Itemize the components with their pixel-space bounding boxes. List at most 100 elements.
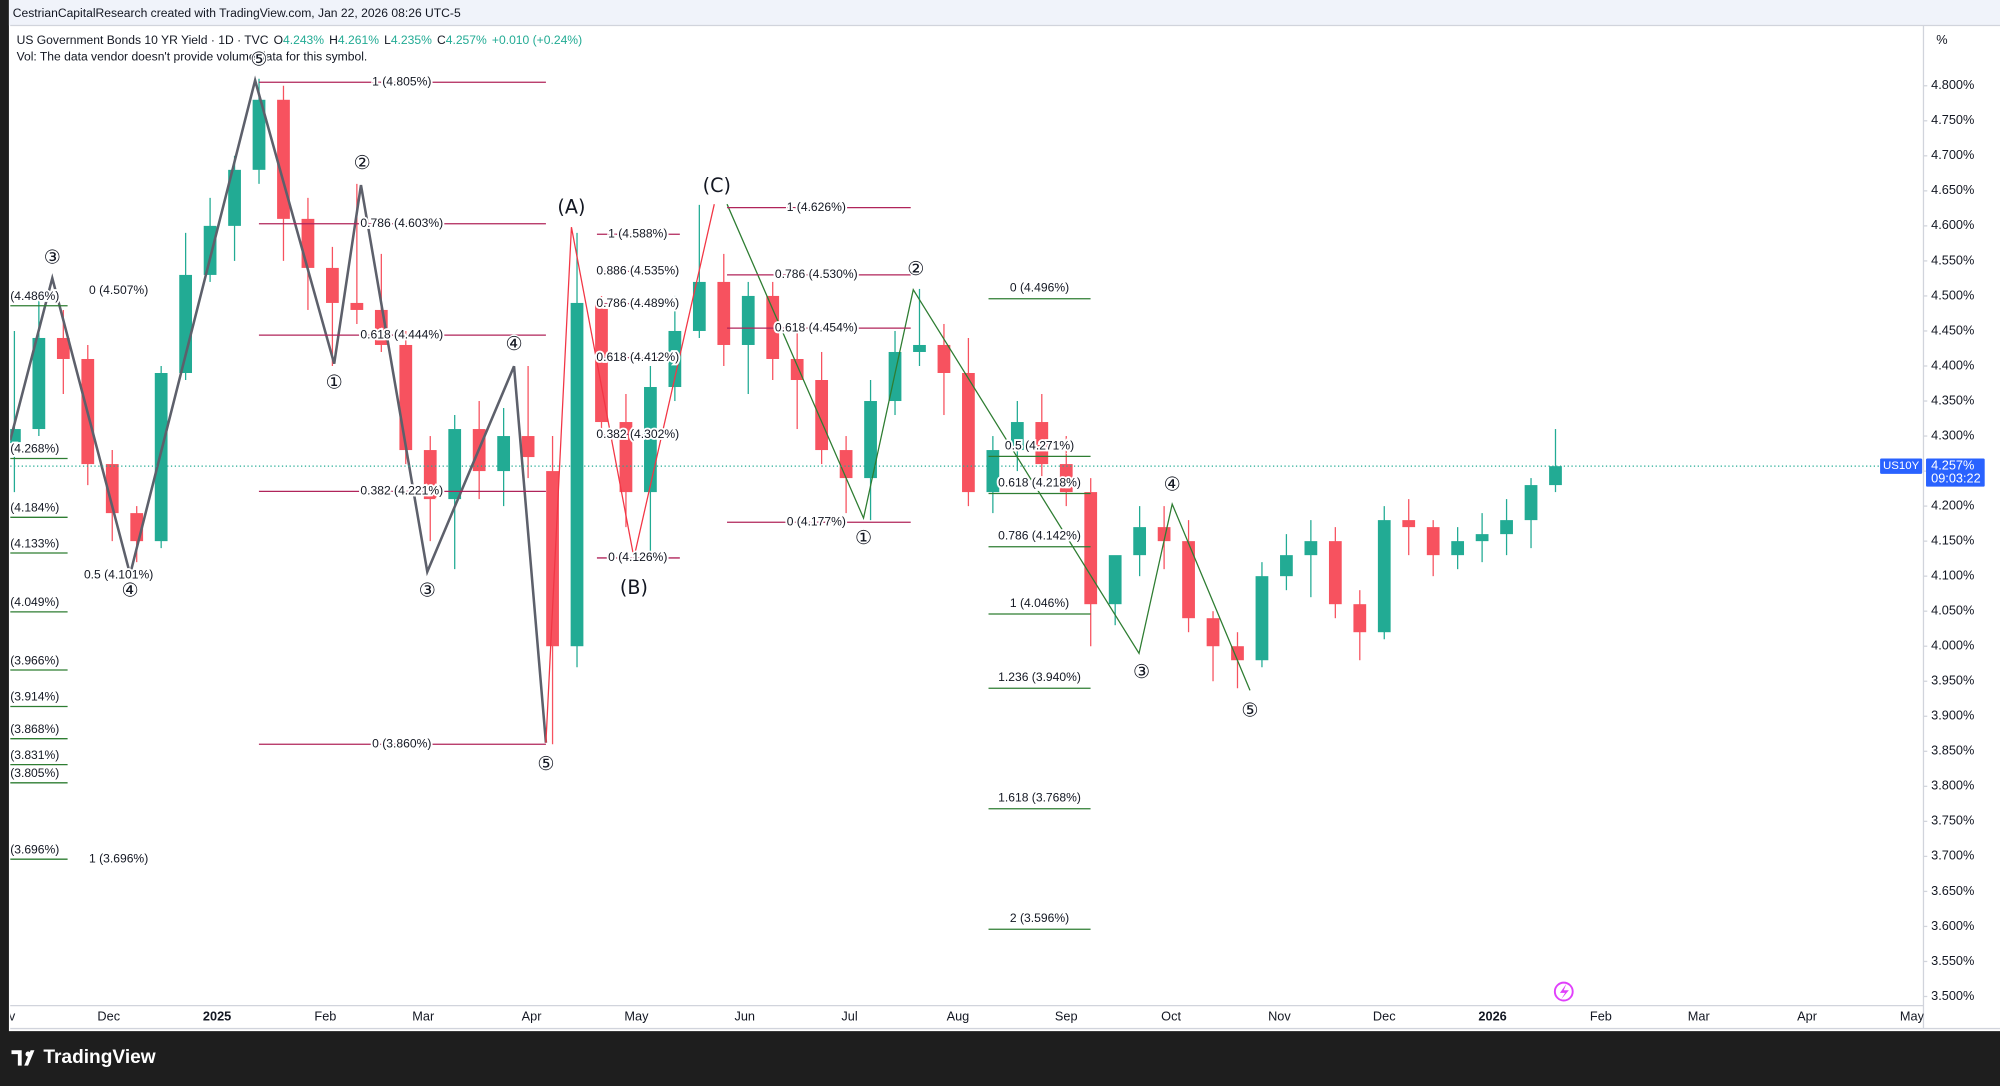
brand-logo-dot — [25, 1051, 31, 1057]
candle-body — [1108, 555, 1122, 605]
fib-label: (4.486%) — [10, 289, 59, 303]
candle-body — [1084, 492, 1098, 605]
legend: US Government Bonds 10 YR Yield · 1D · T… — [17, 33, 583, 47]
fib-label: (3.831%) — [10, 748, 59, 762]
x-tick-label: Jul — [841, 1008, 857, 1023]
price-badge — [1926, 458, 1985, 487]
x-tick-label: Mar — [1688, 1008, 1711, 1023]
y-tick-label: 4.050% — [1931, 603, 1974, 618]
fib-label: 1 (4.588%) — [608, 226, 667, 240]
y-tick-label: 4.600% — [1931, 217, 1974, 232]
x-tick-label: Oct — [1161, 1008, 1181, 1023]
candle-body — [619, 422, 633, 493]
candle-body — [1035, 422, 1049, 465]
candle-body — [986, 450, 1000, 493]
candle-body — [815, 380, 829, 451]
y-tick-label: 4.200% — [1931, 497, 1974, 512]
fib-label: 0 (4.177%) — [787, 514, 846, 528]
attribution-bar — [8, 0, 2000, 26]
y-tick-label: 4.750% — [1931, 112, 1974, 127]
fib-label: 0.886 (4.535%) — [596, 264, 679, 278]
candle-body — [1280, 555, 1293, 577]
candle-body — [913, 344, 926, 352]
candle-body — [1549, 466, 1562, 486]
fib-label: 0.5 (4.271%) — [1005, 438, 1074, 452]
candle-body — [668, 330, 682, 388]
legend-key: H — [329, 33, 338, 47]
x-tick-label: Feb — [1590, 1008, 1612, 1023]
y-tick-label: 3.550% — [1931, 953, 1974, 968]
y-tick-label: 3.700% — [1931, 848, 1974, 863]
legend-value: 4.235% — [391, 33, 432, 47]
candle-body — [1231, 646, 1244, 661]
x-tick-label: Aug — [947, 1008, 970, 1023]
legend-title: US Government Bonds 10 YR Yield · 1D · T… — [17, 33, 269, 47]
fib-levels: 1 (4.805%) 0.786 (4.603%) 0.618 (4.444%) 0.… — [10, 73, 1091, 930]
wave-label: ③ — [44, 245, 61, 268]
fib-label: 1.236 (3.940%) — [998, 670, 1081, 684]
candle-body — [1402, 520, 1416, 528]
y-tick-label: 4.450% — [1931, 322, 1974, 337]
legend-value: 4.257% — [446, 33, 487, 47]
y-tick-label: 4.800% — [1931, 77, 1974, 92]
wave-label: ⑤ — [250, 47, 267, 70]
y-tick-label: 4.550% — [1931, 252, 1974, 267]
candle-body — [521, 436, 535, 458]
y-tick-label: 4.400% — [1931, 357, 1974, 372]
fib-label: 0.786 (4.603%) — [360, 216, 443, 230]
candle-body — [203, 225, 217, 275]
brand-name: TradingView — [43, 1047, 155, 1068]
candle-body — [1304, 541, 1318, 556]
y-tick-label: 4.350% — [1931, 392, 1974, 407]
wave-label: ④ — [122, 578, 139, 601]
candle-body — [1206, 618, 1220, 647]
y-tick-label: 3.900% — [1931, 708, 1974, 723]
candle-body — [1133, 527, 1147, 556]
legend-key: O — [274, 33, 283, 47]
fib-label: 0 (4.126%) — [608, 550, 667, 564]
candle-body — [1157, 527, 1171, 542]
candle-body — [741, 295, 755, 345]
wave-label: ⑤ — [537, 752, 554, 775]
fib-label: 1 (4.046%) — [1010, 596, 1069, 610]
x-tick-label: Apr — [1797, 1008, 1818, 1023]
price-axis: 3.500% 3.550% 3.600% 3.650% 3.700% 3.750% 3.80… — [1880, 77, 1985, 1003]
y-tick-label: 4.000% — [1931, 638, 1974, 653]
x-tick-label: 2025 — [203, 1008, 231, 1023]
candle-body — [790, 358, 804, 381]
wave-label: ② — [354, 151, 371, 174]
fib-label: 1 (4.626%) — [787, 200, 846, 214]
candle-body — [595, 302, 608, 423]
candle-body — [1500, 520, 1513, 535]
wave-label: ③ — [1133, 660, 1150, 683]
wave-label: ② — [907, 257, 924, 280]
fib-label: (3.696%) — [10, 842, 59, 856]
legend-value: 4.261% — [338, 33, 379, 47]
candle-body — [864, 401, 877, 479]
candle-body — [937, 344, 951, 373]
candle-body — [32, 337, 46, 430]
candle-body — [1353, 604, 1367, 633]
fib-label: 0 (4.507%) — [89, 283, 148, 297]
countdown: 09:03:22 — [1931, 470, 1981, 485]
y-tick-label: 3.800% — [1931, 778, 1974, 793]
candle-body — [105, 464, 119, 514]
candle-body — [1255, 576, 1269, 661]
candle-body — [1377, 520, 1391, 633]
candle-body — [766, 295, 780, 359]
candle-body — [1059, 464, 1073, 493]
candle-body — [179, 274, 193, 373]
candle-body — [839, 450, 853, 479]
fib-label: 0.5 (4.101%) — [84, 568, 153, 582]
x-tick-label: Mar — [412, 1008, 435, 1023]
candle-body — [1426, 527, 1440, 556]
alert-icon[interactable] — [1553, 981, 1574, 1002]
candle-body — [154, 372, 168, 542]
fib-label: (4.268%) — [10, 442, 59, 456]
wave-label: ④ — [1164, 472, 1181, 495]
fib-label: 0 (4.496%) — [1010, 281, 1069, 295]
fib-label: 0.618 (4.218%) — [998, 475, 1081, 489]
fib-label: (3.966%) — [10, 653, 59, 667]
